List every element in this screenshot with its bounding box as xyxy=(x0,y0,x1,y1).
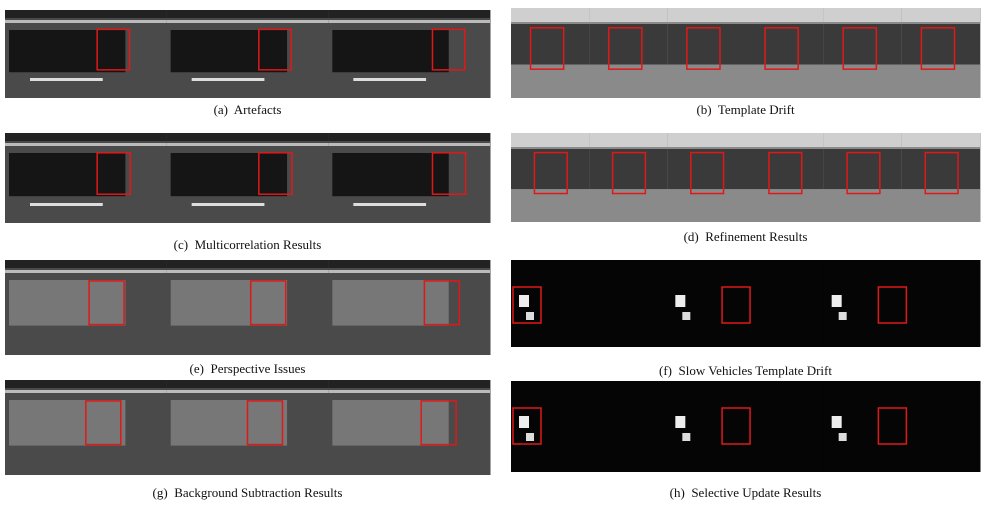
road-band xyxy=(902,8,980,22)
vehicle xyxy=(589,24,667,65)
road-band xyxy=(511,133,589,147)
lane-mark xyxy=(30,203,103,206)
blob xyxy=(526,312,534,320)
road-band xyxy=(5,10,167,18)
vehicle xyxy=(667,149,745,189)
vehicle xyxy=(511,149,589,189)
blob xyxy=(675,295,685,307)
vehicle xyxy=(9,400,125,446)
vehicle xyxy=(332,30,448,72)
lane-line xyxy=(5,390,167,393)
lane-line xyxy=(328,143,490,146)
vehicle xyxy=(511,24,589,65)
blob xyxy=(682,433,690,441)
road-band xyxy=(328,133,490,141)
lane-mark xyxy=(353,78,426,81)
road-band xyxy=(328,10,490,18)
road-band xyxy=(328,380,490,388)
caption: (e) Perspective Issues xyxy=(5,361,490,377)
vehicle xyxy=(171,30,287,72)
blob xyxy=(832,295,842,307)
road-band xyxy=(824,8,902,22)
road-band xyxy=(328,260,490,268)
road-band xyxy=(667,133,745,147)
road-band xyxy=(167,10,329,18)
lane-mark xyxy=(30,78,103,81)
blob xyxy=(839,312,847,320)
lane-line xyxy=(167,390,329,393)
caption: (c) Multicorrelation Results xyxy=(5,237,490,253)
vehicle xyxy=(171,153,287,196)
blob xyxy=(675,416,685,428)
road-band xyxy=(167,133,329,141)
vehicle xyxy=(9,30,125,72)
road-band xyxy=(902,133,980,147)
vehicle xyxy=(332,153,448,196)
road-band xyxy=(746,8,824,22)
image-frame xyxy=(511,381,668,472)
caption: (b) Template Drift xyxy=(511,102,980,118)
lane-line xyxy=(5,143,167,146)
vehicle xyxy=(171,400,287,446)
lane-line xyxy=(167,270,329,273)
road-band xyxy=(746,133,824,147)
vehicle xyxy=(171,280,287,326)
road-band xyxy=(167,380,329,388)
lane-mark xyxy=(353,203,426,206)
blob xyxy=(682,312,690,320)
image-frame xyxy=(667,381,824,472)
vehicle xyxy=(824,149,902,189)
lane-line xyxy=(5,20,167,23)
vehicle xyxy=(902,24,980,65)
vehicle xyxy=(332,280,448,326)
lane-mark xyxy=(192,203,265,206)
lane-line xyxy=(328,270,490,273)
road-band xyxy=(511,8,589,22)
image-frame xyxy=(824,381,981,472)
blob xyxy=(519,416,529,428)
lane-line xyxy=(167,20,329,23)
caption: (d) Refinement Results xyxy=(511,229,980,245)
road-band xyxy=(824,133,902,147)
blob xyxy=(832,416,842,428)
caption: (g) Background Subtraction Results xyxy=(5,485,490,501)
vehicle xyxy=(746,24,824,65)
figure-page: (a) Artefacts (b) Template Drift (c) Mul… xyxy=(0,0,984,505)
vehicle xyxy=(9,280,125,326)
blob xyxy=(839,433,847,441)
road-band xyxy=(667,8,745,22)
image-frame xyxy=(667,260,824,347)
vehicle xyxy=(332,400,448,446)
vehicle xyxy=(902,149,980,189)
lane-mark xyxy=(192,78,265,81)
lane-line xyxy=(5,270,167,273)
image-frame xyxy=(511,260,668,347)
road-band xyxy=(5,260,167,268)
image-frame xyxy=(824,260,981,347)
vehicle xyxy=(746,149,824,189)
caption: (h) Selective Update Results xyxy=(511,485,980,501)
caption: (a) Artefacts xyxy=(5,102,490,118)
vehicle xyxy=(824,24,902,65)
road-band xyxy=(5,380,167,388)
road-band xyxy=(589,133,667,147)
blob xyxy=(519,295,529,307)
road-band xyxy=(589,8,667,22)
caption: (f) Slow Vehicles Template Drift xyxy=(511,363,980,379)
vehicle xyxy=(667,24,745,65)
vehicle xyxy=(9,153,125,196)
blob xyxy=(526,433,534,441)
road-band xyxy=(5,133,167,141)
road-band xyxy=(167,260,329,268)
lane-line xyxy=(328,20,490,23)
vehicle xyxy=(589,149,667,189)
lane-line xyxy=(167,143,329,146)
lane-line xyxy=(328,390,490,393)
